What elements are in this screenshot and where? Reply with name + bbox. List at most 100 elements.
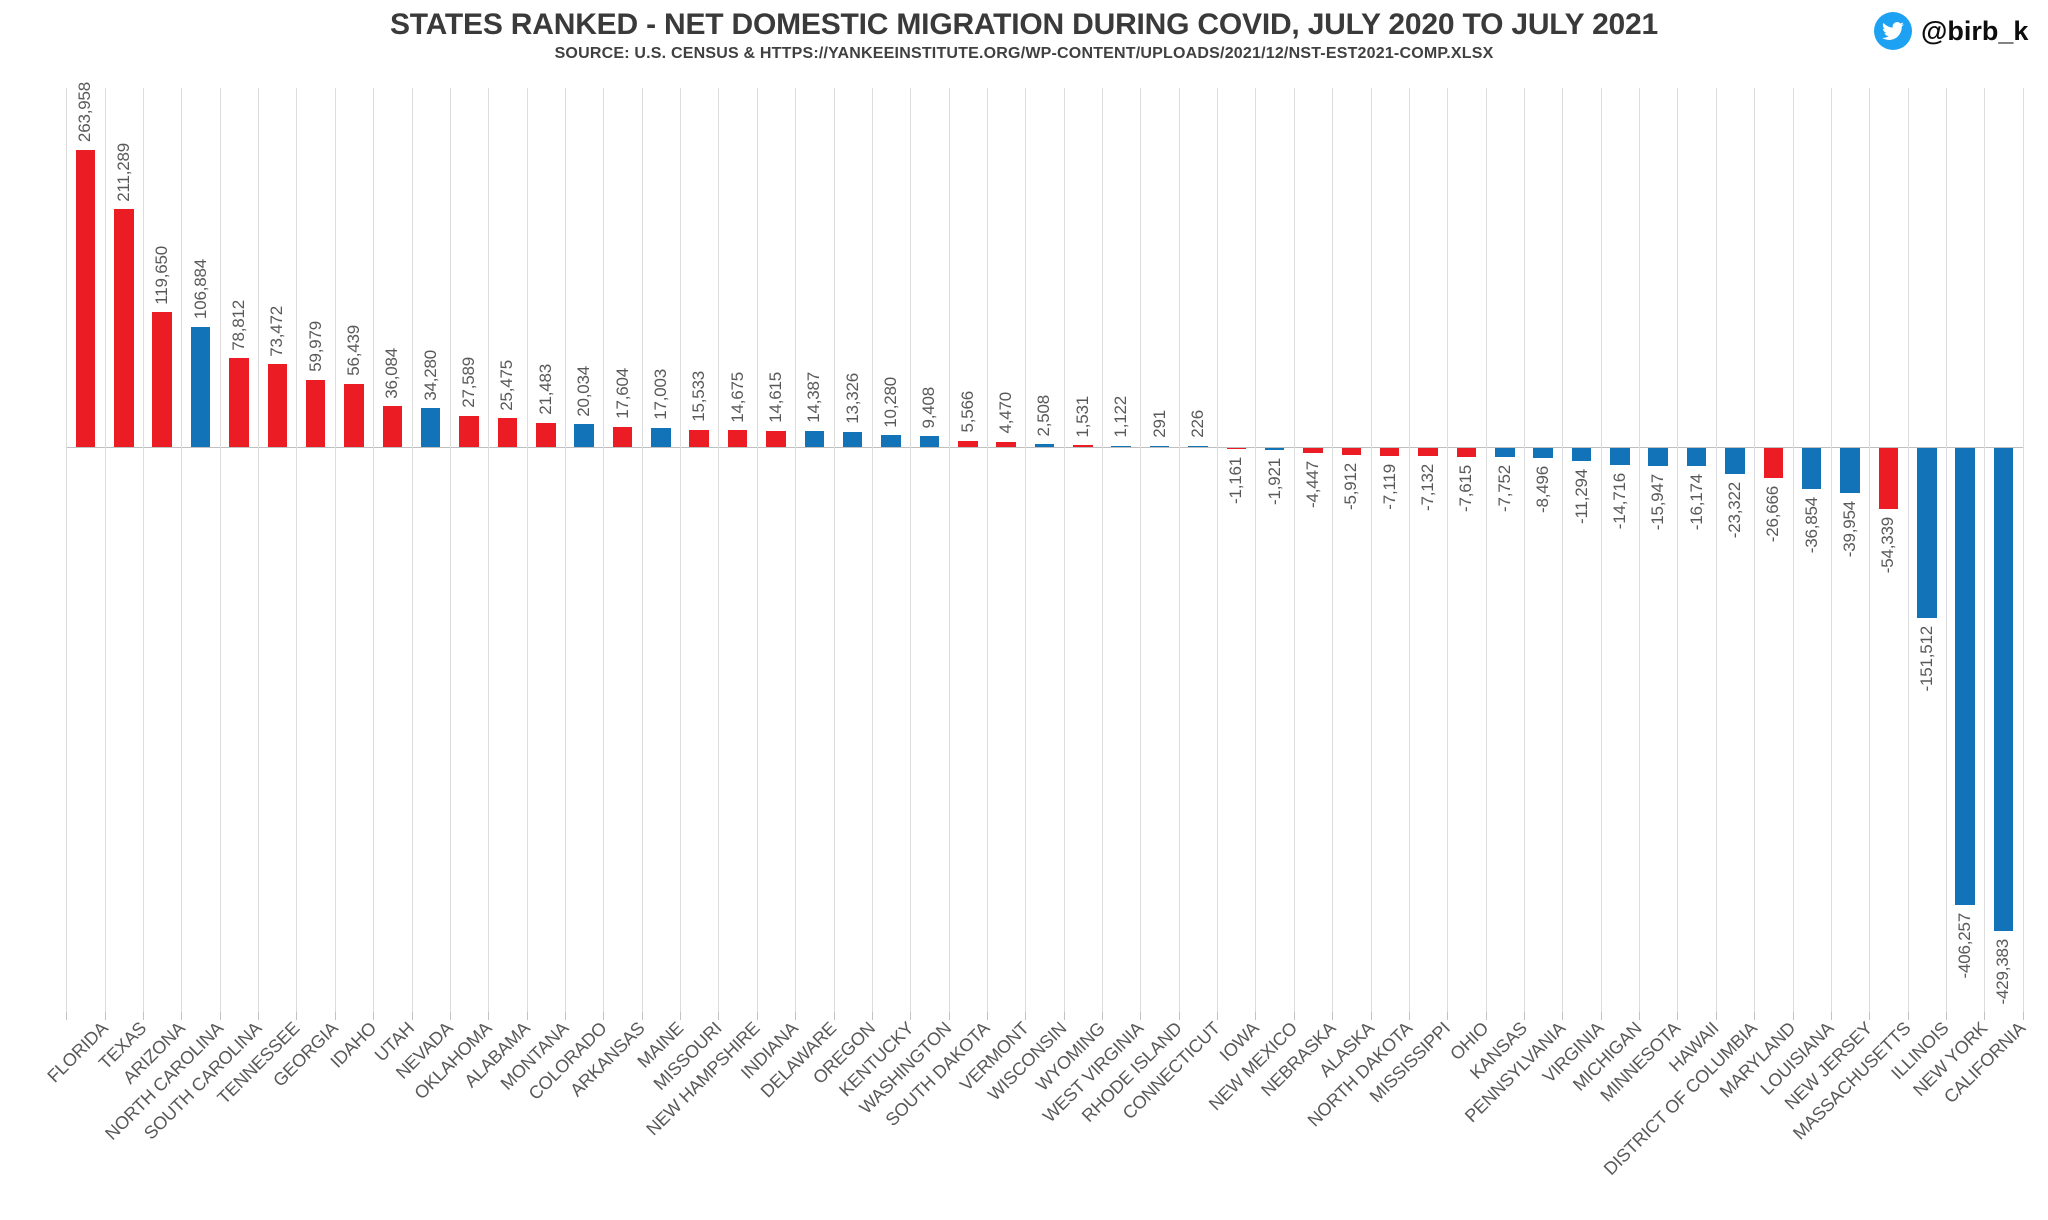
bar-maine [651, 427, 671, 447]
value-label-illinois: -151,512 [1916, 626, 1936, 692]
bar-massachusetts [1878, 448, 1899, 510]
gridline [296, 88, 298, 1012]
axis-tick [296, 1012, 298, 1020]
gridline [1600, 88, 1602, 1012]
bar-new-hampshire [727, 430, 748, 447]
axis-tick [1562, 1012, 1564, 1020]
gridline [526, 88, 528, 1012]
value-label-mississippi: -7,132 [1418, 464, 1438, 512]
bar-virginia [1571, 448, 1592, 461]
axis-tick [986, 1012, 988, 1020]
axis-tick [756, 1012, 758, 1020]
value-label-washington: 9,408 [919, 386, 939, 429]
bar-wyoming [1073, 445, 1093, 447]
bar-kentucky [881, 435, 901, 447]
value-label-indiana: 14,615 [765, 371, 785, 423]
bar-utah [382, 406, 403, 447]
value-label-hawaii: -16,174 [1686, 474, 1706, 531]
bar-wisconsin [1034, 444, 1055, 447]
axis-tick [603, 1012, 605, 1020]
gridline [104, 88, 106, 1012]
value-label-maine: 17,003 [650, 369, 670, 420]
bar-new-mexico [1264, 448, 1285, 451]
value-label-nevada: 34,280 [420, 349, 440, 401]
gridline [1869, 88, 1871, 1012]
bar-illinois [1917, 448, 1937, 619]
axis-tick [1830, 1012, 1832, 1020]
value-label-minnesota: -15,947 [1648, 473, 1668, 531]
axis-tick [526, 1012, 528, 1020]
value-label-delaware: 14,387 [804, 372, 824, 423]
gridline [1293, 88, 1295, 1012]
bar-michigan [1610, 448, 1630, 465]
axis-tick [66, 1012, 68, 1020]
gridline [1523, 88, 1525, 1012]
bar-alabama [497, 418, 518, 447]
axis-tick [1639, 1012, 1641, 1020]
bar-district-of-columbia [1725, 448, 1745, 475]
gridline [756, 88, 758, 1012]
gridline [1562, 88, 1564, 1012]
axis-tick [680, 1012, 682, 1020]
gridline [910, 88, 912, 1012]
value-label-new-mexico: -1,921 [1264, 458, 1284, 506]
chart-title: STATES RANKED - NET DOMESTIC MIGRATION D… [389, 8, 1659, 41]
gridline [1025, 88, 1027, 1012]
twitter-icon [1874, 12, 1912, 50]
bar-colorado [574, 424, 594, 447]
value-label-nebraska: -4,447 [1303, 461, 1322, 509]
axis-tick [411, 1012, 413, 1020]
bar-kansas [1495, 448, 1515, 457]
gridline [795, 88, 797, 1012]
gridline [143, 88, 145, 1012]
gridline [411, 88, 413, 1012]
value-label-florida: 263,958 [75, 82, 95, 143]
value-label-ohio: -7,615 [1456, 464, 1476, 512]
gridline [373, 88, 375, 1012]
axis-tick [641, 1012, 643, 1020]
bar-indiana [766, 430, 786, 447]
gridline [334, 88, 336, 1012]
axis-tick [104, 1012, 106, 1020]
bar-texas [114, 209, 134, 447]
value-label-south-dakota: 5,566 [957, 391, 977, 433]
bar-california [1993, 448, 2014, 932]
bar-iowa [1226, 448, 1247, 450]
gridline [1792, 88, 1794, 1012]
axis-tick [1178, 1012, 1180, 1020]
gridline [1907, 88, 1909, 1012]
gridline [564, 88, 566, 1012]
axis-tick [1140, 1012, 1142, 1020]
bar-missouri [689, 429, 709, 447]
axis-tick [1332, 1012, 1334, 1020]
bar-minnesota [1648, 448, 1668, 466]
axis-tick [1984, 1012, 1986, 1020]
bar-louisiana [1801, 448, 1822, 490]
axis-tick [1754, 1012, 1756, 1020]
gridline [871, 88, 873, 1012]
value-label-georgia: 59,979 [305, 320, 325, 372]
value-label-missouri: 15,533 [689, 370, 709, 422]
value-label-alabama: 25,475 [497, 359, 517, 411]
axis-tick [143, 1012, 145, 1020]
value-label-kansas: -7,752 [1494, 464, 1514, 512]
value-label-utah: 36,084 [382, 347, 402, 399]
value-label-arkansas: 17,604 [612, 368, 632, 420]
bar-ohio [1456, 448, 1477, 457]
gridline [1677, 88, 1679, 1012]
bar-florida [75, 150, 96, 447]
bar-delaware [804, 430, 825, 447]
value-label-new-jersey: -39,954 [1840, 500, 1860, 558]
gridline [1447, 88, 1449, 1012]
axis-tick [1255, 1012, 1257, 1020]
gridline [718, 88, 720, 1012]
axis-tick [181, 1012, 183, 1020]
axis-tick [1945, 1012, 1947, 1020]
gridline [1255, 88, 1257, 1012]
bar-montana [536, 422, 556, 447]
axis-tick [948, 1012, 950, 1020]
gridline [1178, 88, 1180, 1012]
value-label-idaho: 56,439 [344, 324, 363, 376]
value-label-california: -429,383 [1993, 939, 2013, 1005]
